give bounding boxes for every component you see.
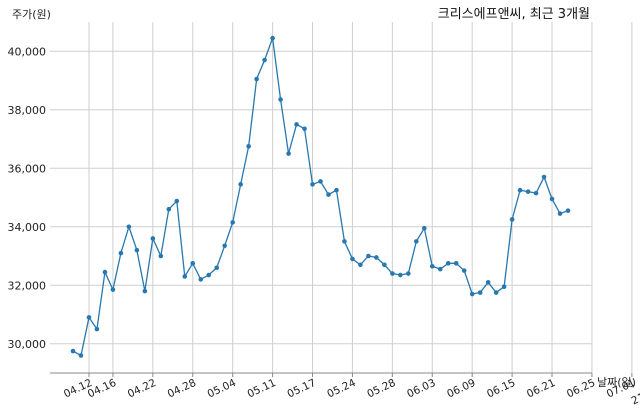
x-tick-label: 05.24 (325, 377, 358, 401)
data-point (406, 271, 411, 276)
x-tick-label: 05.28 (365, 377, 397, 401)
y-axis-label: 주가(원) (12, 8, 51, 21)
x-tick-label: 05.04 (206, 377, 239, 401)
data-point (278, 97, 283, 102)
data-point (142, 288, 148, 294)
data-point (565, 208, 571, 213)
data-point (70, 348, 76, 354)
data-point (126, 224, 132, 230)
data-point (118, 250, 124, 256)
data-point (214, 265, 220, 271)
data-point (294, 122, 299, 127)
data-point (485, 280, 491, 285)
data-point (166, 206, 172, 212)
chart-title: 크리스에프앤씨, 최근 3개월 (438, 7, 590, 22)
data-point (437, 266, 443, 272)
data-point (222, 243, 227, 249)
x-tick-label: 06.25 (565, 377, 597, 401)
data-point (206, 272, 212, 278)
data-point (398, 272, 403, 278)
data-points (70, 35, 571, 358)
data-point (350, 256, 355, 262)
data-point (262, 57, 267, 63)
x-tick-label: 06.21 (525, 377, 557, 401)
data-point (270, 35, 275, 41)
data-point (230, 220, 235, 225)
x-axis-label: 날짜(일) (597, 375, 636, 389)
data-point (533, 190, 539, 196)
data-point (358, 262, 363, 268)
data-point (453, 261, 459, 266)
y-tick-label: 40,000 (8, 45, 47, 58)
data-point (390, 271, 395, 276)
data-point (429, 263, 435, 269)
data-point (102, 269, 108, 275)
data-point (382, 262, 387, 268)
y-tick-label: 30,000 (8, 338, 47, 351)
data-point (414, 239, 419, 244)
data-point (150, 236, 156, 241)
data-point (469, 291, 475, 297)
y-tick-label: 38,000 (8, 104, 47, 117)
data-point (78, 353, 84, 358)
data-point (342, 239, 347, 244)
data-point (190, 261, 196, 266)
x-tick-label: 04.22 (126, 377, 158, 401)
data-point (254, 76, 259, 82)
x-tick-label: 06.03 (405, 377, 437, 401)
data-point (517, 187, 523, 193)
x-tick-label: 04.28 (166, 377, 198, 401)
data-point (445, 261, 451, 266)
data-point (86, 315, 92, 320)
x-tick-label: 05.11 (246, 377, 278, 401)
data-point (421, 225, 427, 231)
data-point (326, 192, 331, 197)
data-point (246, 144, 251, 149)
y-tick-label: 32,000 (8, 279, 47, 292)
data-point (374, 255, 379, 260)
data-point (477, 290, 483, 295)
data-point (110, 287, 116, 292)
gridlines (50, 22, 633, 373)
data-point (366, 253, 371, 259)
data-point (334, 187, 339, 193)
data-point (174, 198, 180, 204)
data-point (557, 211, 563, 216)
data-point (94, 326, 100, 332)
price-line (72, 37, 569, 357)
data-point (158, 253, 164, 259)
data-point (509, 217, 515, 222)
data-point (493, 290, 499, 295)
x-tick-label: 06.15 (485, 377, 517, 401)
data-point (238, 182, 243, 187)
data-point (310, 182, 315, 187)
y-ticks: 30,000 32,000 34,000 36,000 38,000 40,000 (8, 45, 47, 351)
y-tick-label: 36,000 (8, 162, 47, 175)
data-point (198, 277, 204, 282)
data-point (461, 268, 467, 273)
x-tick-label: 05.17 (285, 377, 317, 401)
data-point (182, 274, 188, 279)
y-tick-label: 34,000 (8, 221, 47, 234)
data-point (549, 196, 555, 202)
data-point (286, 151, 291, 156)
data-point (134, 247, 140, 253)
data-point (318, 179, 323, 184)
data-point (541, 174, 547, 180)
data-point (501, 284, 507, 290)
x-tick-label: 06.09 (445, 377, 477, 401)
data-point (525, 189, 531, 194)
data-point (302, 126, 307, 132)
